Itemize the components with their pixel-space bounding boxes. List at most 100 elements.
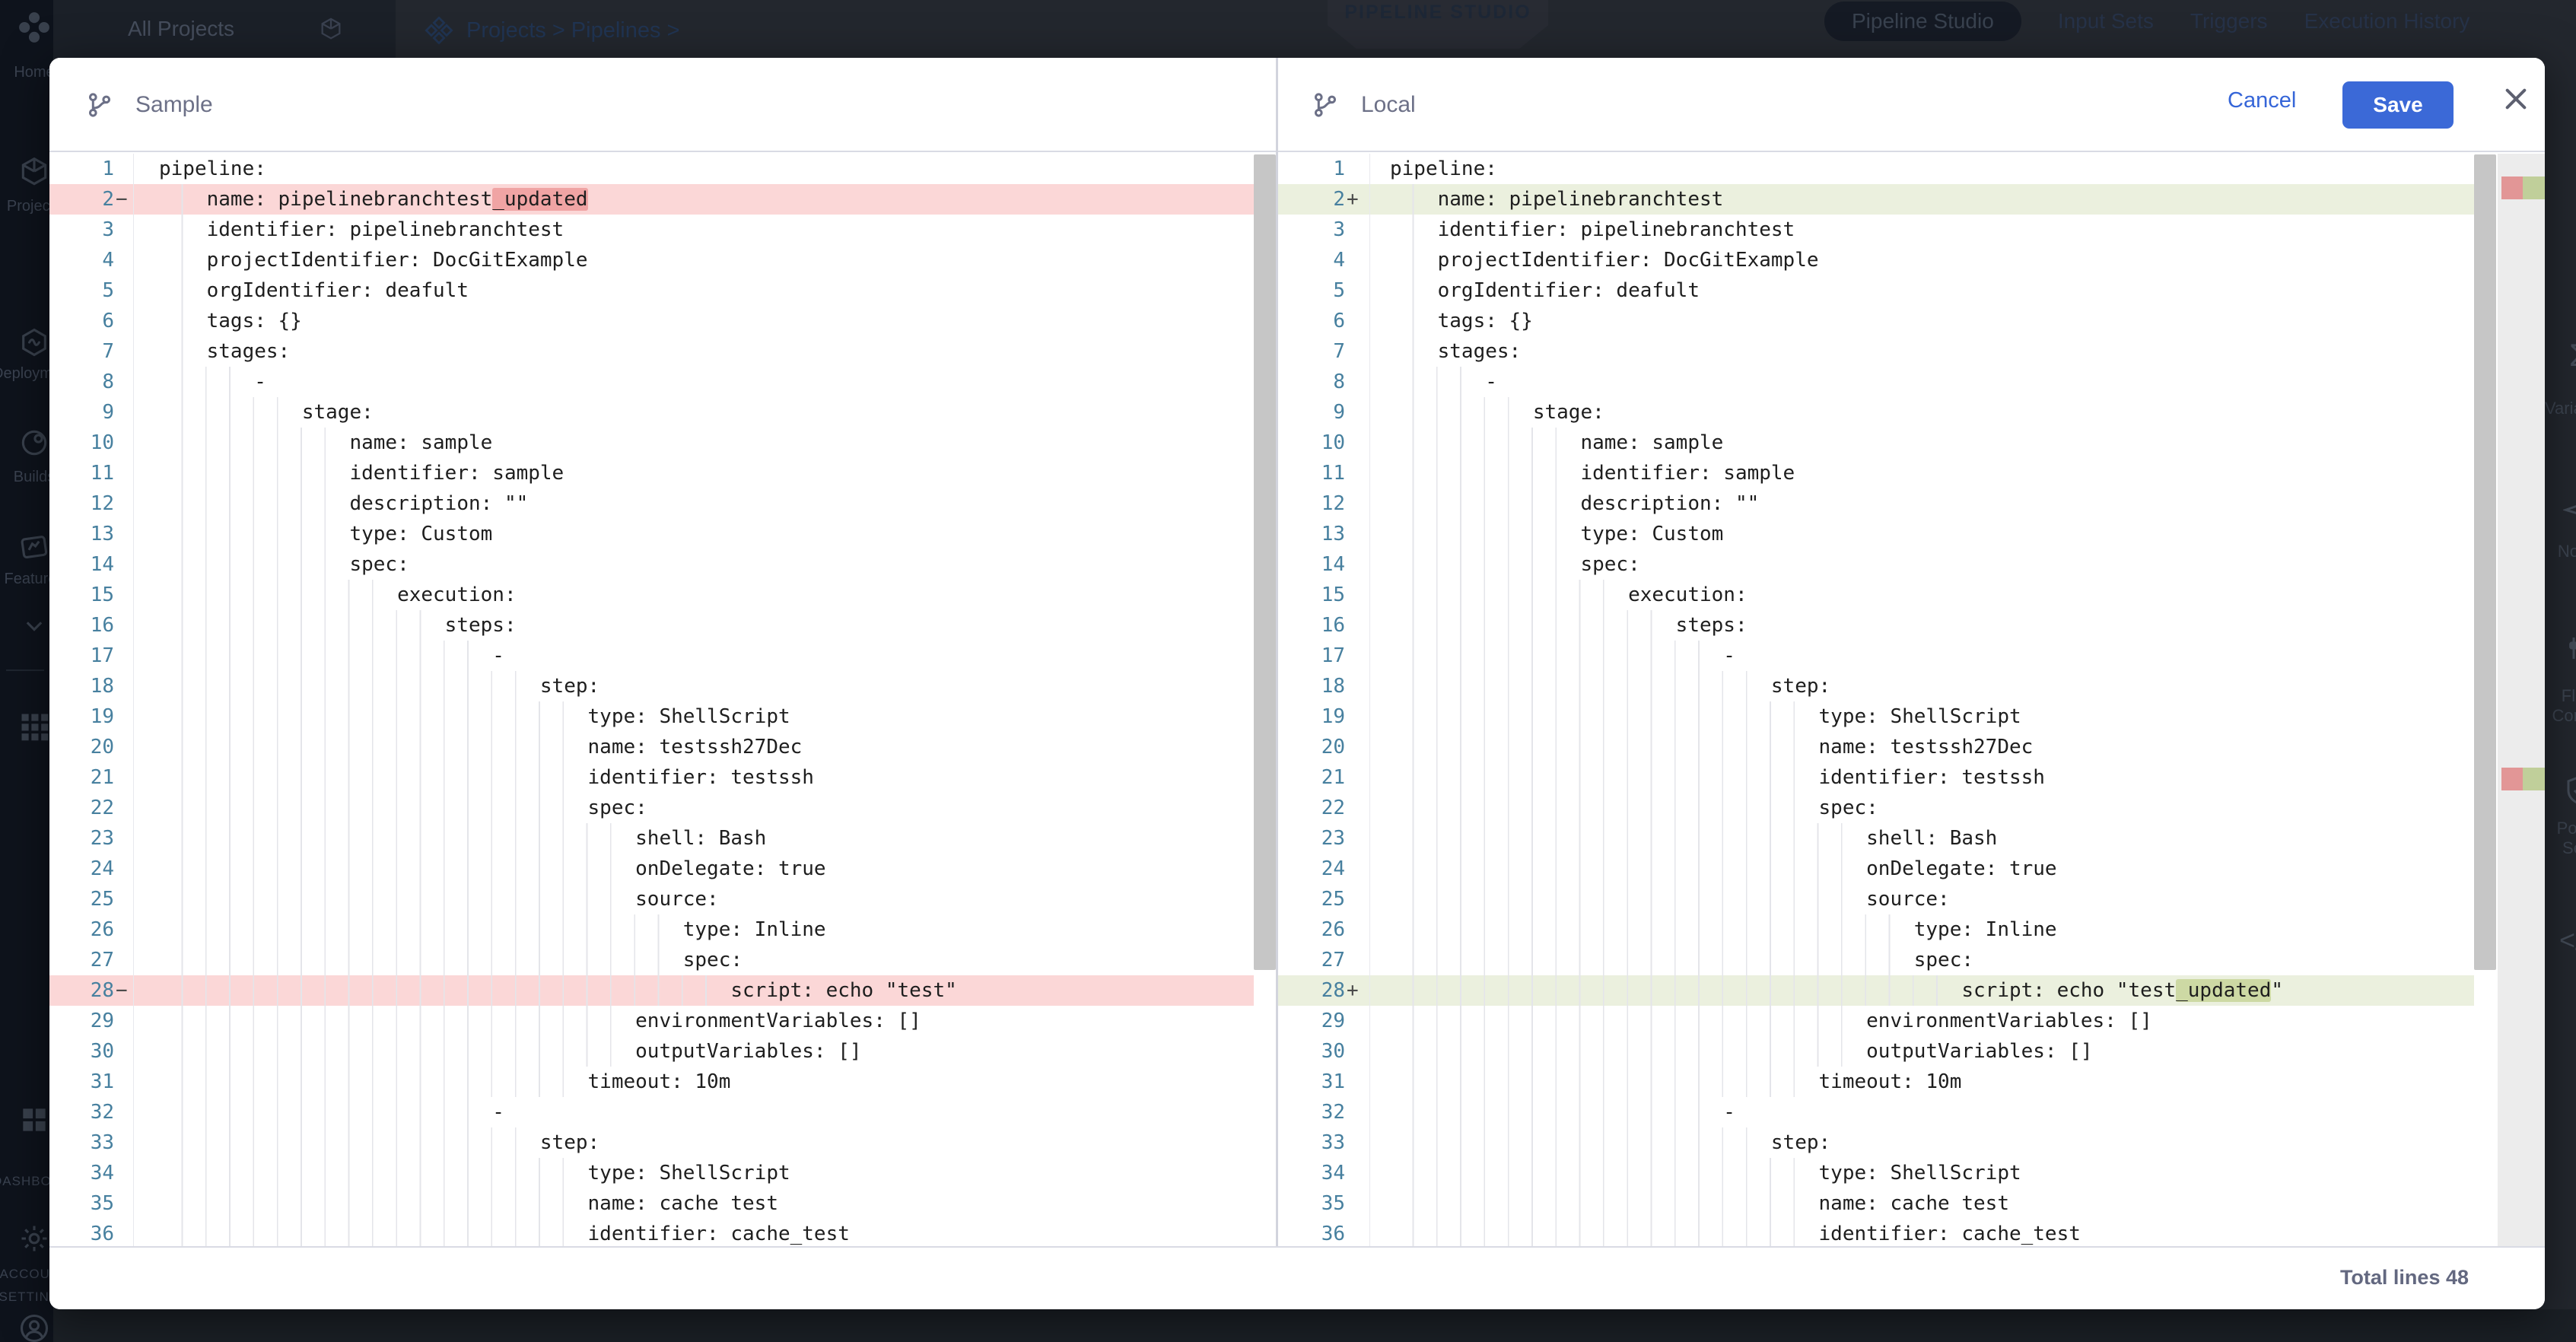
code-text: type: Custom <box>134 519 1254 549</box>
sidebar-item-builds[interactable]: Builds <box>13 469 56 485</box>
indent-guides <box>159 975 719 1006</box>
code-text: spec: <box>134 945 1254 975</box>
no-sign <box>1345 397 1365 428</box>
sidebar-item-features[interactable]: Features <box>4 571 65 587</box>
diff-line: 1 pipeline: <box>49 154 1254 184</box>
rail-item-variables[interactable]: Variables <box>2545 399 2576 418</box>
shield-check-icon[interactable] <box>2545 774 2576 810</box>
close-icon[interactable] <box>2501 84 2531 114</box>
builds-icon[interactable] <box>0 426 68 463</box>
line-number: 13 <box>1321 523 1345 545</box>
indent-guides <box>1390 458 1569 488</box>
line-number: 13 <box>90 523 114 545</box>
rail-item-flow-control[interactable]: FlowControl <box>2552 686 2576 725</box>
left-scrollbar-thumb[interactable] <box>1254 154 1276 970</box>
harness-logo-icon[interactable] <box>0 11 68 48</box>
breadcrumb[interactable]: Projects > Pipelines > <box>424 15 679 46</box>
indent-guides <box>1390 854 1855 884</box>
code-text: identifier: cache_test <box>134 1219 1254 1246</box>
line-number: 35 <box>1321 1192 1345 1215</box>
code-text: step: <box>134 671 1254 701</box>
pane-divider[interactable] <box>1276 58 1278 1309</box>
no-sign <box>114 215 134 245</box>
paper-plane-icon[interactable] <box>2545 495 2576 531</box>
sliders-icon[interactable] <box>2545 632 2576 668</box>
right-scrollbar-thumb[interactable] <box>2474 154 2496 970</box>
indent-guides <box>1390 823 1855 854</box>
line-number: 17 <box>1321 644 1345 667</box>
no-sign <box>114 428 134 458</box>
no-sign <box>114 549 134 580</box>
dashboards-grid-icon[interactable] <box>0 1103 68 1140</box>
breadcrumb-text: Projects > Pipelines > <box>466 17 680 43</box>
code-text: stage: <box>1365 397 2474 428</box>
code-text: step: <box>1365 671 2474 701</box>
no-sign <box>1345 1219 1365 1246</box>
diff-line: 6 tags: {} <box>49 306 1254 336</box>
no-sign <box>1345 793 1365 823</box>
gutter-separator <box>1369 154 1370 1246</box>
tab-pipeline-studio[interactable]: Pipeline Studio <box>1824 2 2021 41</box>
features-flag-icon[interactable] <box>0 531 68 568</box>
tab-triggers[interactable]: Triggers <box>2190 9 2268 33</box>
indent-guides <box>159 367 243 397</box>
breadcrumb-diamond-icon <box>424 15 454 46</box>
indent-guides <box>159 245 195 275</box>
diff-line: 33 step: <box>49 1127 1254 1158</box>
deployments-infinity-icon[interactable] <box>0 326 68 363</box>
line-number: 22 <box>90 797 114 819</box>
no-sign <box>1345 823 1365 854</box>
diff-line: 22 spec: <box>49 793 1254 823</box>
line-number: 8 <box>1333 370 1345 393</box>
no-sign <box>1345 367 1365 397</box>
indent-guides <box>159 458 338 488</box>
original-code-pane[interactable]: 1 pipeline: 2− name: pipelinebranchtest_up… <box>49 154 1254 1246</box>
avatar-icon[interactable] <box>0 1312 68 1342</box>
indent-guides <box>1390 1067 1807 1097</box>
tab-execution-history[interactable]: Execution History <box>2304 9 2470 33</box>
diff-line: 31 timeout: 10m <box>1278 1067 2474 1097</box>
rail-item-notify[interactable]: Notify <box>2557 542 2576 561</box>
cancel-button[interactable]: Cancel <box>2228 88 2297 113</box>
save-button[interactable]: Save <box>2342 81 2454 129</box>
modified-code-pane[interactable]: 1 pipeline: 2 + name: pipelinebranchtest 3 i… <box>1278 154 2474 1246</box>
sidebar-item-projects[interactable]: Projects <box>6 198 62 215</box>
indent-guides <box>159 1188 576 1219</box>
module-grid-icon[interactable] <box>0 710 68 747</box>
no-sign <box>1345 549 1365 580</box>
diff-line: 33 step: <box>1278 1127 2474 1158</box>
sigma-icon[interactable]: Σ <box>2545 339 2576 371</box>
indent-guides <box>1390 1006 1855 1036</box>
line-number: 4 <box>102 249 114 272</box>
diff-overview-ruler[interactable] <box>2498 154 2545 1246</box>
diff-line: 36 identifier: cache_test <box>1278 1219 2474 1246</box>
code-icon[interactable]: </> <box>2559 924 2576 956</box>
diff-line: 25 source: <box>1278 884 2474 914</box>
line-number: 25 <box>1321 888 1345 911</box>
code-text: name: pipelinebranchtest <box>1365 184 2474 215</box>
diff-line: 30 outputVariables: [] <box>1278 1036 2474 1067</box>
indent-guides <box>1390 488 1569 519</box>
indent-guides <box>1390 428 1569 458</box>
code-text: type: Inline <box>134 914 1254 945</box>
tab-input-sets[interactable]: Input Sets <box>2057 9 2154 33</box>
diff-line: 5 orgIdentifier: deafult <box>1278 275 2474 306</box>
diff-line: 19 type: ShellScript <box>1278 701 2474 732</box>
indent-guides <box>1390 610 1664 641</box>
line-number: 18 <box>90 675 114 698</box>
code-text: execution: <box>1365 580 2474 610</box>
projects-cube-icon[interactable] <box>0 156 68 193</box>
line-number: 26 <box>90 918 114 941</box>
settings-gear-icon[interactable] <box>0 1222 68 1259</box>
project-selector[interactable]: All Projects <box>53 0 396 58</box>
chevron-down-icon[interactable] <box>0 609 68 646</box>
rail-item-policy-sets[interactable]: PolicySets <box>2556 819 2576 857</box>
no-sign <box>1345 488 1365 519</box>
diff-line: 26 type: Inline <box>1278 914 2474 945</box>
indent-guides <box>159 306 195 336</box>
code-text: spec: <box>1365 945 2474 975</box>
indent-guides <box>159 215 195 245</box>
sidebar-item-home[interactable]: Home <box>14 64 55 81</box>
indent-guides <box>1390 519 1569 549</box>
